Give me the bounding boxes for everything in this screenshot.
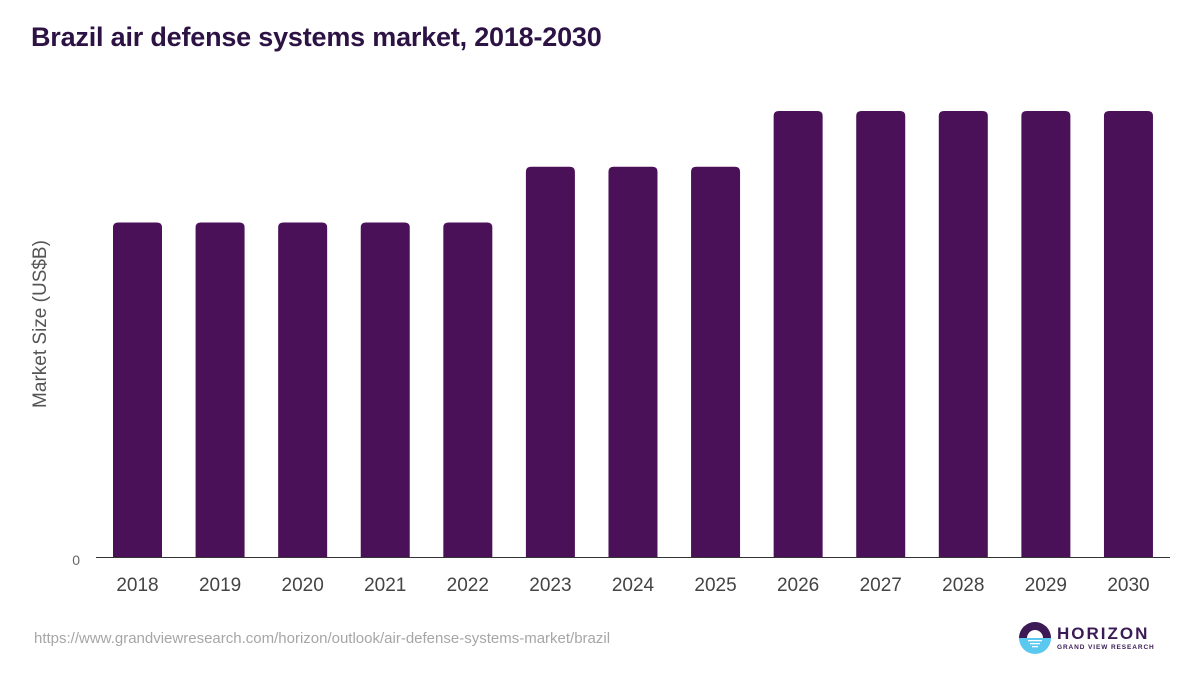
bar-2025 <box>691 166 741 557</box>
x-tick-label-2019: 2019 <box>199 575 241 596</box>
x-tick-label-2023: 2023 <box>529 575 571 596</box>
bar-2023 <box>525 166 575 557</box>
bar-2022 <box>443 222 493 557</box>
bar-2027 <box>856 111 906 557</box>
chart-title: Brazil air defense systems market, 2018-… <box>31 22 602 52</box>
x-tick-label-2029: 2029 <box>1025 575 1067 596</box>
logo-name: HORIZON <box>1057 623 1150 643</box>
bar-2019 <box>195 222 245 557</box>
bars-group <box>113 111 1153 557</box>
horizon-sun-icon <box>1019 622 1051 654</box>
bar-2026 <box>773 111 823 557</box>
bar-2028 <box>938 111 988 557</box>
horizon-logo: HORIZON GRAND VIEW RESEARCH <box>1019 622 1155 654</box>
source-url[interactable]: https://www.grandviewresearch.com/horizo… <box>34 630 611 647</box>
bar-2024 <box>608 166 658 557</box>
bar-2021 <box>360 222 410 557</box>
logo-subtitle: GRAND VIEW RESEARCH <box>1057 643 1155 651</box>
x-tick-label-2030: 2030 <box>1107 575 1149 596</box>
x-tick-label-2027: 2027 <box>860 575 902 596</box>
x-tick-label-2026: 2026 <box>777 575 819 596</box>
bar-2020 <box>278 222 328 557</box>
x-tick-label-2021: 2021 <box>364 575 406 596</box>
bar-2018 <box>113 222 162 557</box>
x-tick-label-2022: 2022 <box>447 575 489 596</box>
x-tick-label-2020: 2020 <box>282 575 324 596</box>
x-tick-label-2028: 2028 <box>942 575 984 596</box>
y-tick-label-0: 0 <box>72 552 80 568</box>
x-tick-labels: 2018 2019 2020 2021 2022 2023 2024 2025 2026 2027… <box>116 575 1149 596</box>
x-tick-label-2025: 2025 <box>694 575 736 596</box>
bar-2030 <box>1103 111 1153 557</box>
x-tick-label-2024: 2024 <box>612 575 655 596</box>
bar-2029 <box>1021 111 1071 557</box>
x-tick-label-2018: 2018 <box>116 575 158 596</box>
